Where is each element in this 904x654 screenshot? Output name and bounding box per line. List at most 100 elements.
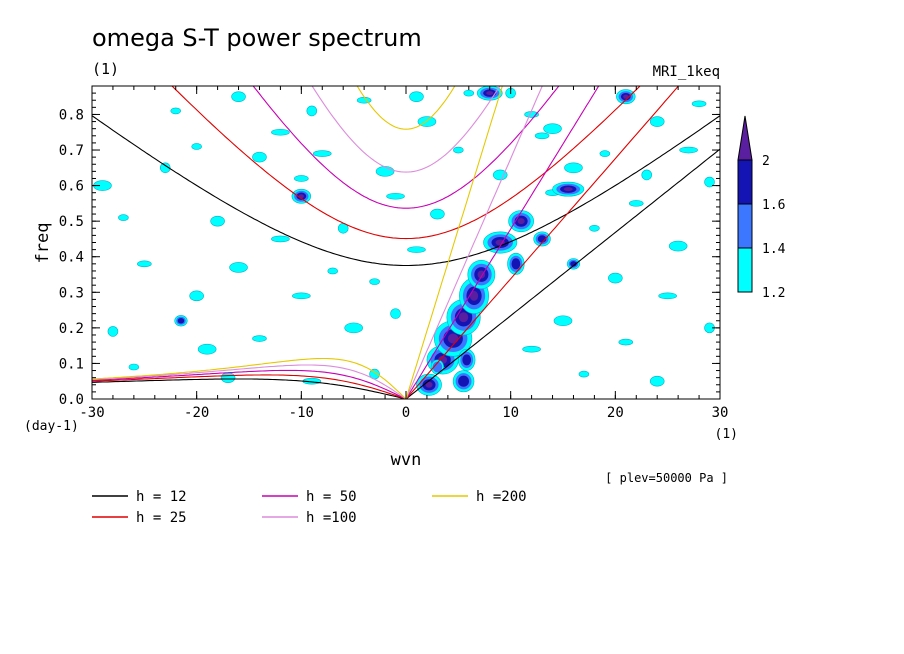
x-tick-label: -20 — [184, 405, 209, 421]
x-tick-label: -10 — [289, 405, 314, 421]
x-tick-label: 20 — [607, 405, 624, 421]
speckle — [649, 116, 665, 127]
y-tick-label: 0.5 — [59, 214, 84, 230]
plev-note: [ plev=50000 Pa ] — [605, 471, 728, 485]
x-tick-label: 0 — [402, 405, 410, 421]
speckle — [453, 146, 464, 154]
speckle — [159, 162, 171, 174]
speckle — [294, 175, 309, 182]
speckle — [691, 100, 707, 108]
speckle — [375, 166, 395, 177]
contour-blob — [458, 375, 470, 387]
speckle — [589, 224, 600, 232]
legend-label: h = 50 — [306, 489, 357, 505]
speckle — [522, 345, 541, 353]
speckle — [189, 290, 204, 302]
colorbar-box — [737, 247, 753, 293]
colorbar-label: 1.4 — [762, 242, 786, 257]
dispersion-curve-12 — [405, 148, 720, 399]
x-tick-label: 30 — [712, 405, 729, 421]
speckle — [704, 176, 715, 188]
legend-label: h =200 — [476, 489, 527, 505]
speckle — [191, 143, 202, 150]
speckle — [252, 151, 267, 163]
speckle — [608, 272, 623, 284]
speckle — [306, 105, 318, 117]
colorbar-label: 1.2 — [762, 286, 785, 301]
colorbar-extend-arrow — [737, 115, 753, 161]
rossby-curve-25 — [92, 374, 407, 399]
colorbar-label: 2 — [762, 154, 770, 169]
contour-blob — [486, 91, 494, 96]
contour-blob — [563, 187, 573, 192]
dispersion-curve-50 — [252, 86, 560, 209]
colorbar-label: 1.6 — [762, 198, 785, 213]
colorbar-box — [737, 159, 753, 205]
speckle — [107, 326, 119, 337]
speckle — [641, 169, 653, 181]
rossby-curve-200 — [92, 357, 407, 399]
y-axis-unit: (day-1) — [24, 419, 79, 434]
speckle — [271, 235, 290, 243]
contour-blob — [447, 333, 459, 344]
chart-subtitle: (1) — [92, 60, 119, 78]
speckle — [327, 267, 339, 275]
speckle — [344, 322, 363, 334]
legend-label: h = 25 — [136, 510, 187, 526]
speckle — [128, 363, 140, 371]
contour-blob — [432, 361, 443, 373]
y-tick-label: 0.8 — [59, 107, 84, 123]
x-tick-label: 10 — [502, 405, 519, 421]
speckle — [618, 338, 634, 346]
speckle — [252, 335, 267, 342]
dispersion-curve-25 — [171, 86, 641, 240]
speckle — [578, 370, 590, 378]
y-tick-label: 0.6 — [59, 179, 84, 195]
rossby-curve-50 — [92, 369, 407, 399]
speckle — [220, 372, 236, 383]
x-axis-label: wvn — [391, 450, 422, 470]
y-tick-label: 0.3 — [59, 285, 84, 301]
speckle — [409, 91, 424, 102]
speckle — [430, 208, 445, 220]
speckle — [118, 214, 129, 221]
contour-blob — [495, 239, 505, 246]
y-tick-label: 0.0 — [59, 392, 84, 408]
speckle — [679, 146, 698, 154]
speckle — [231, 91, 246, 102]
speckle — [534, 132, 550, 140]
y-tick-label: 0.1 — [59, 356, 84, 372]
speckle — [649, 375, 665, 387]
dispersion-curve-12 — [92, 115, 720, 267]
speckle — [229, 262, 248, 273]
contour-fills — [93, 86, 715, 396]
speckle — [386, 192, 405, 200]
dispersion-curves — [92, 86, 720, 399]
speckle — [210, 215, 225, 227]
dispersion-curve-200 — [405, 86, 503, 399]
speckle — [407, 246, 426, 253]
dispersion-curve-25 — [405, 86, 680, 399]
contour-blob — [511, 258, 521, 270]
speckle — [543, 123, 562, 134]
contour-blob — [462, 354, 472, 366]
speckle — [553, 315, 573, 327]
legend-label: h =100 — [306, 510, 357, 526]
rossby-curve-12 — [92, 378, 407, 399]
y-tick-label: 0.2 — [59, 321, 84, 337]
contour-blob — [425, 381, 433, 388]
chart-title: omega S-T power spectrum — [92, 24, 422, 52]
contour-blob — [623, 94, 629, 99]
dispersion-curve-200 — [356, 86, 456, 130]
speckle — [292, 292, 311, 300]
y-tick-label: 0.7 — [59, 143, 84, 159]
y-axis-label: freq — [33, 223, 53, 264]
contour-blob — [177, 317, 185, 324]
y-tick-label: 0.4 — [59, 250, 84, 266]
contour-blob — [517, 218, 525, 225]
plot-area — [92, 86, 720, 399]
speckle — [564, 162, 583, 174]
speckle — [137, 260, 152, 268]
model-label: MRI_1keq — [653, 64, 720, 80]
